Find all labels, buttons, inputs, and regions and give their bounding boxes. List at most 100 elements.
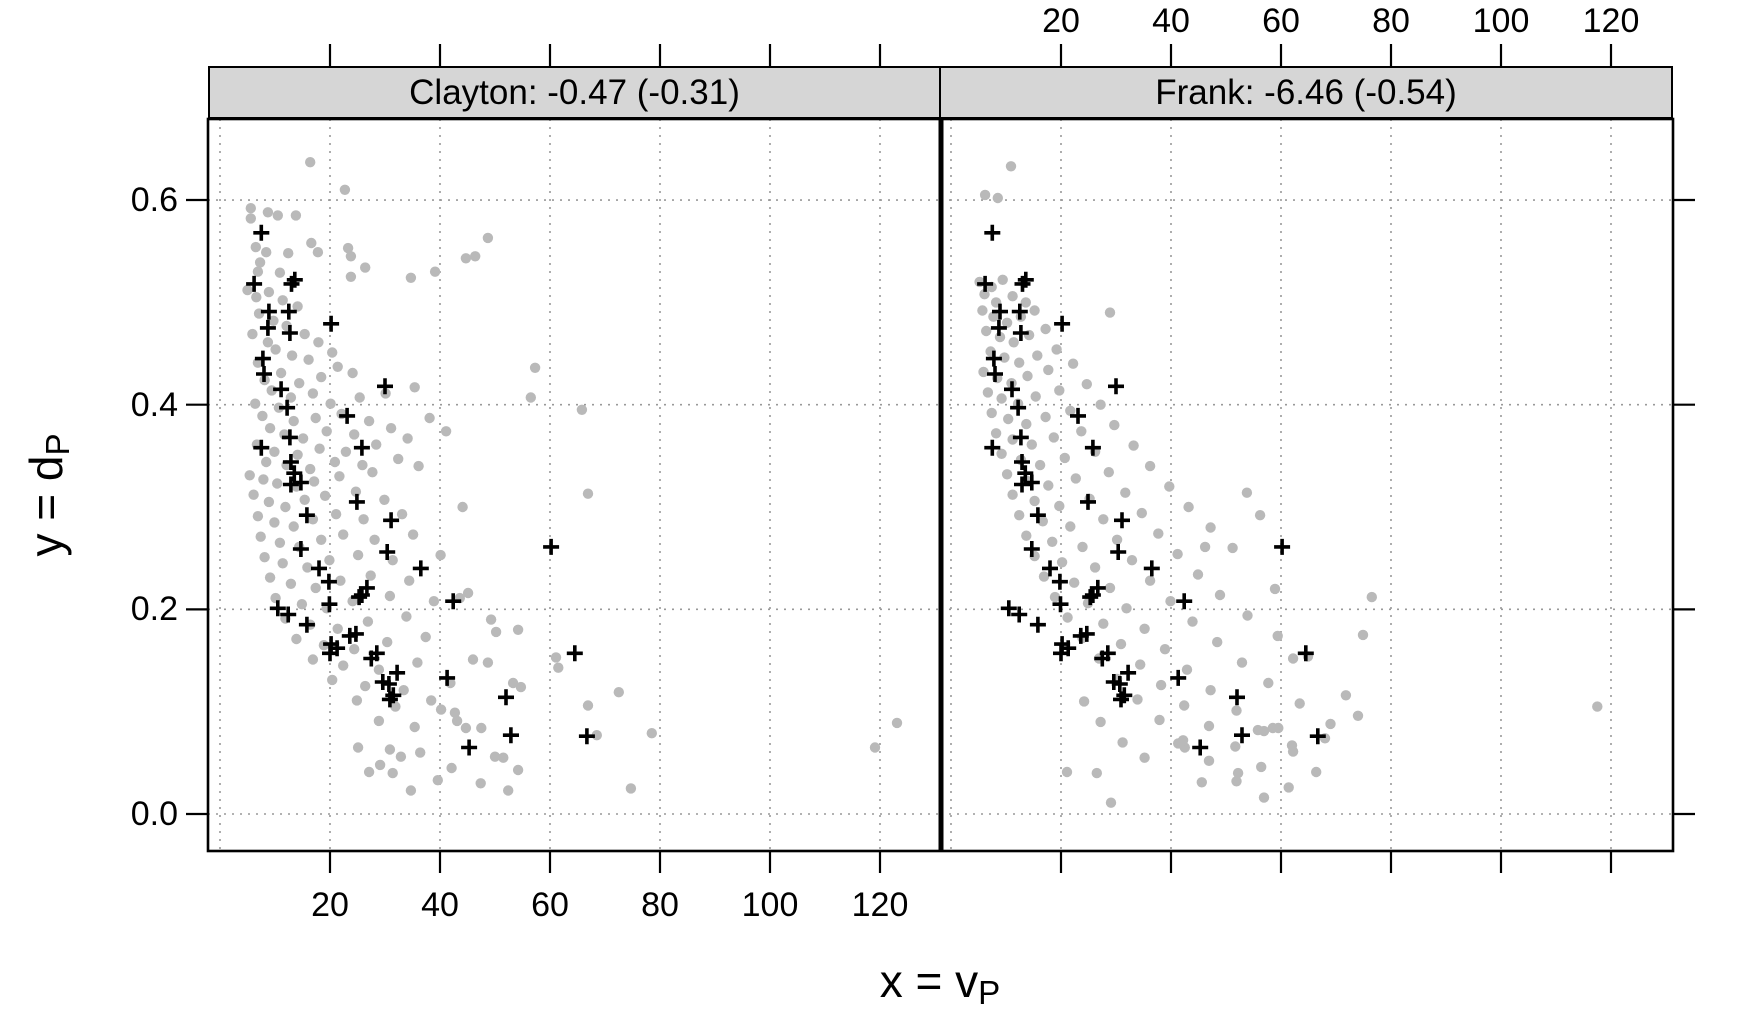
scatter-dot-simulated bbox=[247, 328, 258, 340]
scatter-dot-simulated bbox=[314, 443, 325, 454]
scatter-dot-simulated bbox=[362, 616, 374, 627]
scatter-dot-simulated bbox=[1007, 291, 1018, 302]
scatter-plus-observed bbox=[298, 507, 315, 524]
scatter-dot-simulated bbox=[1294, 698, 1305, 709]
scatter-dot-simulated bbox=[1115, 638, 1127, 650]
scatter-dot-simulated bbox=[327, 674, 338, 686]
scatter-dot-simulated bbox=[997, 274, 1008, 285]
y-axis-title: y = dP bbox=[20, 433, 77, 556]
scatter-dot-simulated bbox=[1126, 555, 1138, 566]
scatter-dot-simulated bbox=[285, 578, 297, 589]
panel-points-frank bbox=[974, 161, 1603, 808]
scatter-dot-simulated bbox=[467, 654, 479, 665]
scatter-dot-simulated bbox=[413, 460, 424, 472]
scatter-dot-simulated bbox=[1005, 161, 1017, 172]
scatter-dot-simulated bbox=[582, 488, 594, 499]
scatter-plus-observed bbox=[246, 275, 263, 292]
scatter-dot-simulated bbox=[1203, 755, 1215, 766]
scatter-dot-simulated bbox=[387, 555, 398, 566]
scatter-dot-simulated bbox=[349, 429, 360, 440]
scatter-plus-observed bbox=[1010, 399, 1027, 416]
scatter-dot-simulated bbox=[415, 747, 426, 758]
scatter-dot-simulated bbox=[1037, 516, 1049, 527]
scatter-plus-observed bbox=[339, 407, 356, 424]
x-axis-title: x = vP bbox=[880, 958, 1001, 1010]
scatter-dot-simulated bbox=[1056, 557, 1068, 568]
scatter-dot-simulated bbox=[1283, 782, 1294, 793]
scatter-dot-simulated bbox=[371, 439, 382, 450]
scatter-dot-simulated bbox=[435, 549, 446, 561]
scatter-dot-simulated bbox=[1366, 591, 1378, 603]
scatter-dot-simulated bbox=[283, 248, 294, 259]
scatter-dot-simulated bbox=[1034, 459, 1046, 471]
scatter-dot-simulated bbox=[402, 433, 413, 444]
scatter-dot-simulated bbox=[1177, 735, 1189, 746]
scatter-plus-observed bbox=[1012, 325, 1029, 341]
scatter-dot-simulated bbox=[424, 412, 435, 424]
top-tick-label-40: 40 bbox=[1152, 2, 1190, 40]
scatter-dot-simulated bbox=[1021, 530, 1032, 541]
scatter-dot-simulated bbox=[404, 575, 415, 586]
scatter-dot-simulated bbox=[379, 494, 390, 505]
scatter-dot-simulated bbox=[340, 446, 352, 457]
scatter-dot-simulated bbox=[1076, 426, 1087, 437]
top-tick-label-60: 60 bbox=[1262, 2, 1300, 40]
scatter-dot-simulated bbox=[992, 192, 1003, 204]
scatter-dot-simulated bbox=[292, 449, 303, 460]
scatter-dot-simulated bbox=[978, 366, 989, 378]
scatter-dot-simulated bbox=[1273, 722, 1284, 734]
scatter-dot-simulated bbox=[1144, 575, 1156, 586]
scatter-plus-observed bbox=[256, 366, 272, 382]
scatter-plus-observed bbox=[1170, 669, 1187, 686]
scatter-dot-simulated bbox=[349, 644, 360, 655]
scatter-dot-simulated bbox=[1078, 696, 1090, 707]
scatter-dot-simulated bbox=[345, 271, 357, 282]
scatter-dot-simulated bbox=[339, 184, 351, 195]
scatter-plus-observed bbox=[1082, 589, 1099, 606]
y-tick-label-0.2: 0.2 bbox=[130, 590, 178, 628]
scatter-dot-simulated bbox=[345, 251, 357, 262]
scatter-dot-simulated bbox=[996, 393, 1007, 404]
scatter-dot-simulated bbox=[342, 242, 354, 254]
scatter-dot-simulated bbox=[1029, 495, 1040, 507]
scatter-dot-simulated bbox=[310, 582, 321, 594]
scatter-dot-simulated bbox=[319, 490, 331, 501]
scatter-plus-observed bbox=[363, 650, 380, 667]
scatter-dot-simulated bbox=[1111, 534, 1123, 545]
scatter-dot-simulated bbox=[451, 715, 463, 727]
scatter-dot-simulated bbox=[426, 695, 437, 706]
scatter-dot-simulated bbox=[398, 685, 409, 696]
scatter-plus-observed bbox=[984, 439, 1001, 456]
scatter-dot-simulated bbox=[245, 203, 256, 214]
scatter-dot-simulated bbox=[250, 241, 261, 253]
scatter-dot-simulated bbox=[305, 157, 316, 168]
scatter-dot-simulated bbox=[1135, 659, 1146, 670]
scatter-plus-observed bbox=[281, 429, 298, 446]
strip-clayton-label: Clayton: -0.47 (-0.31) bbox=[409, 73, 740, 112]
scatter-dot-simulated bbox=[646, 728, 657, 739]
scatter-plus-observed bbox=[1052, 596, 1069, 613]
scatter-dot-simulated bbox=[347, 367, 358, 379]
scatter-plus-observed bbox=[281, 325, 298, 341]
scatter-dot-simulated bbox=[334, 471, 345, 482]
scatter-dot-simulated bbox=[329, 456, 341, 468]
scatter-dot-simulated bbox=[503, 785, 514, 796]
scatter-plus-observed bbox=[1176, 593, 1193, 610]
scatter-dot-simulated bbox=[312, 247, 324, 258]
scatter-dot-simulated bbox=[302, 562, 313, 573]
scatter-dot-simulated bbox=[476, 722, 487, 734]
scatter-dot-simulated bbox=[1183, 501, 1194, 513]
scatter-dot-simulated bbox=[261, 247, 272, 258]
scatter-plus-observed bbox=[578, 728, 595, 745]
scatter-dot-simulated bbox=[1287, 746, 1299, 757]
scatter-dot-simulated bbox=[390, 701, 401, 712]
scatter-plus-observed bbox=[985, 350, 1002, 367]
scatter-dot-simulated bbox=[1172, 548, 1183, 560]
scatter-plus-observed bbox=[292, 474, 309, 491]
scatter-dot-simulated bbox=[250, 398, 261, 409]
scatter-plus-observed bbox=[1051, 573, 1068, 590]
scatter-plus-observed bbox=[292, 541, 309, 557]
scatter-dot-simulated bbox=[277, 295, 288, 306]
scatter-dot-simulated bbox=[1040, 411, 1051, 423]
